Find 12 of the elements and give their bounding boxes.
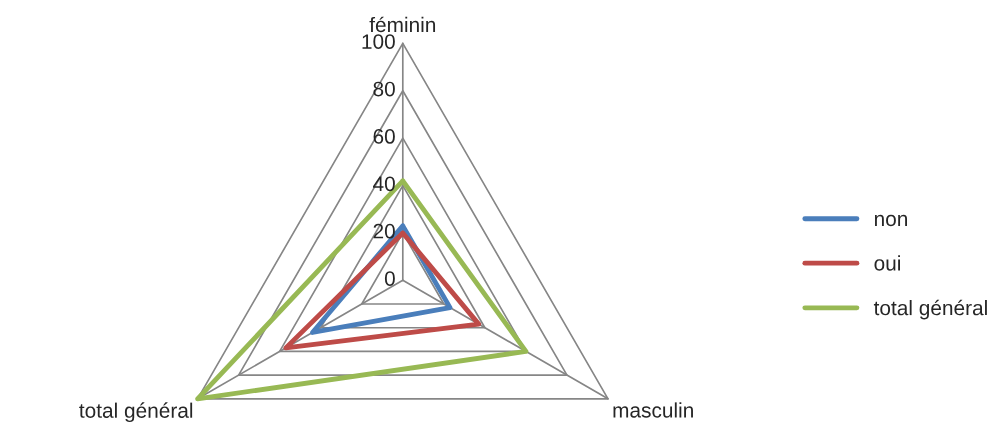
legend-label: total général: [873, 299, 987, 320]
spoke-label: féminin: [369, 16, 436, 33]
y-tick-label: 80: [373, 81, 395, 97]
y-tick-label: 60: [373, 129, 395, 144]
spoke-label: total général: [79, 402, 193, 423]
legend-label: non: [874, 214, 907, 227]
y-tick-label: 40: [373, 176, 395, 192]
y-tick-label: 20: [373, 223, 395, 239]
legend-label: oui: [874, 255, 900, 271]
y-tick-label: 0: [384, 271, 395, 286]
spoke-label: masculin: [613, 402, 693, 418]
y-tick-label: 100: [362, 34, 395, 49]
